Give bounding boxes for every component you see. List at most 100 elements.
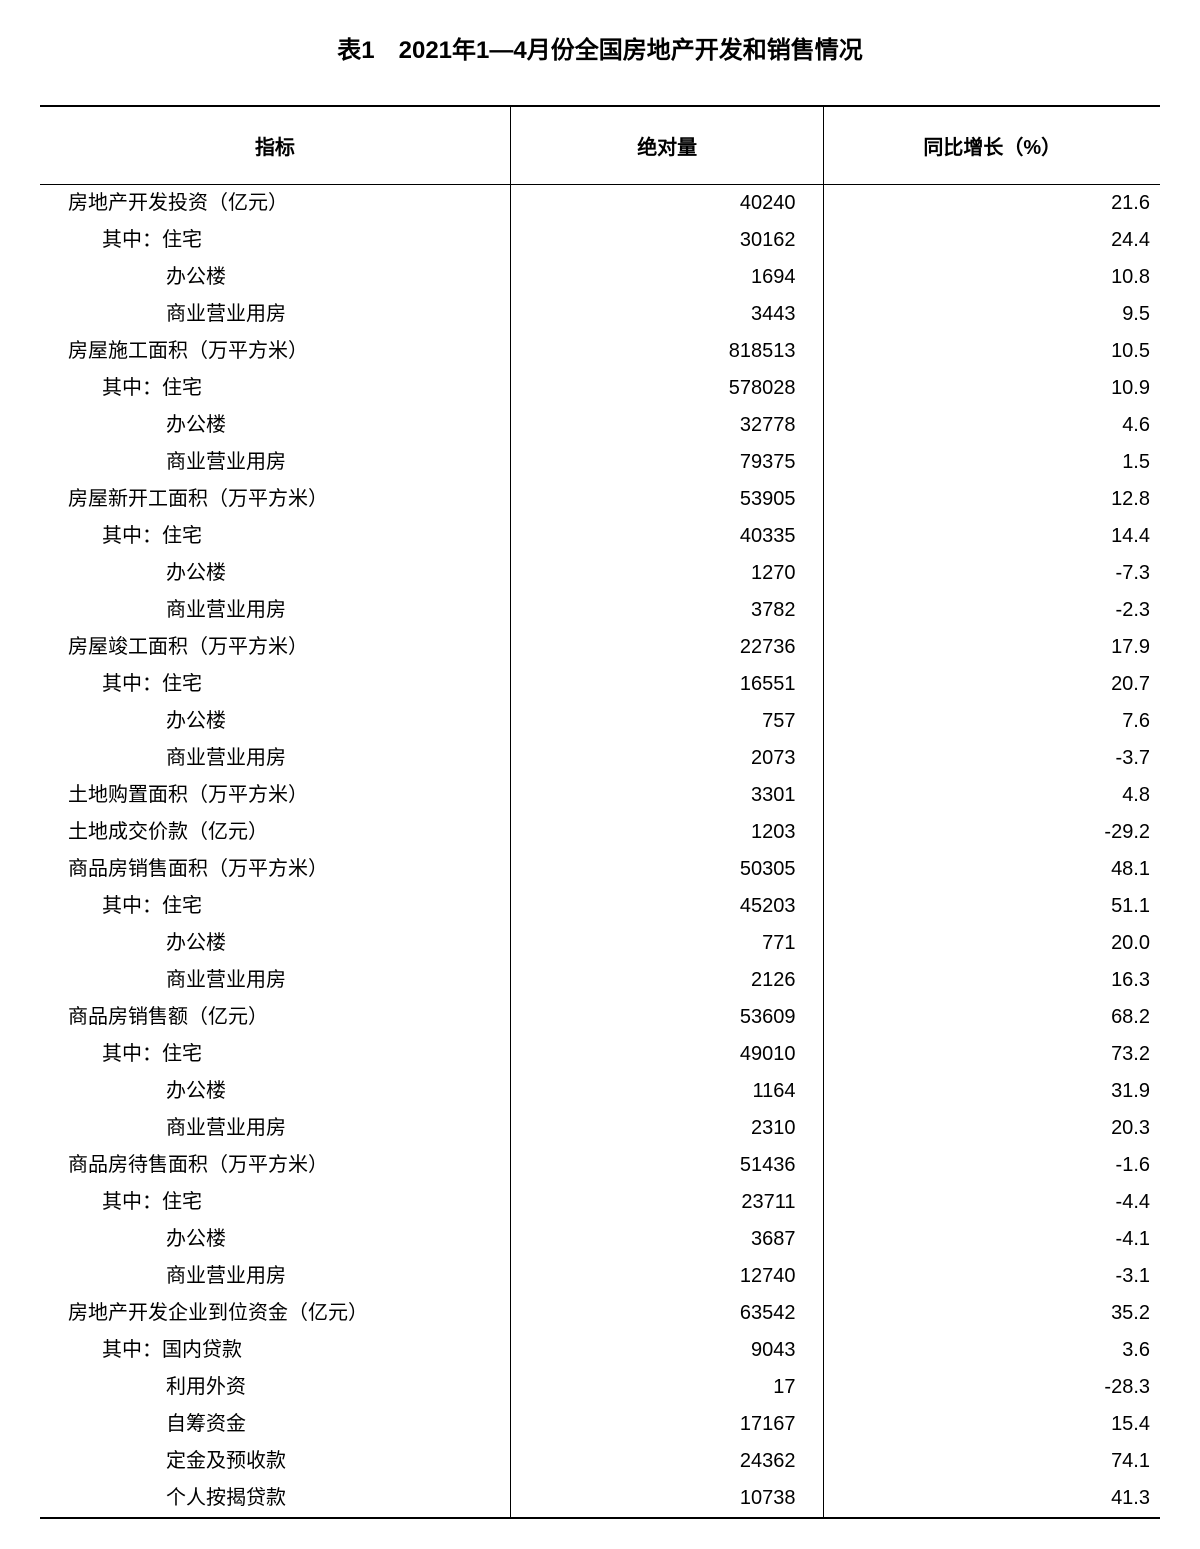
cell-indicator: 商业营业用房 — [40, 1258, 510, 1295]
table-row: 办公楼1270-7.3 — [40, 555, 1160, 592]
table-header-row: 指标 绝对量 同比增长（%） — [40, 106, 1160, 185]
cell-value: 1270 — [510, 555, 824, 592]
cell-growth: 10.8 — [824, 259, 1160, 296]
cell-growth: 10.9 — [824, 370, 1160, 407]
col-header-indicator: 指标 — [40, 106, 510, 185]
cell-indicator: 其中：住宅 — [40, 888, 510, 925]
table-row: 办公楼116431.9 — [40, 1073, 1160, 1110]
cell-indicator: 其中：住宅 — [40, 518, 510, 555]
cell-indicator: 商业营业用房 — [40, 1110, 510, 1147]
cell-growth: 68.2 — [824, 999, 1160, 1036]
table-title: 表1 2021年1—4月份全国房地产开发和销售情况 — [40, 30, 1160, 65]
cell-growth: 14.4 — [824, 518, 1160, 555]
table-row: 商业营业用房231020.3 — [40, 1110, 1160, 1147]
cell-indicator: 其中：住宅 — [40, 222, 510, 259]
cell-indicator: 利用外资 — [40, 1369, 510, 1406]
table-row: 土地购置面积（万平方米）33014.8 — [40, 777, 1160, 814]
table-row: 商业营业用房2073-3.7 — [40, 740, 1160, 777]
cell-growth: 3.6 — [824, 1332, 1160, 1369]
cell-value: 2126 — [510, 962, 824, 999]
cell-growth: 24.4 — [824, 222, 1160, 259]
cell-value: 50305 — [510, 851, 824, 888]
cell-indicator: 商品房待售面积（万平方米） — [40, 1147, 510, 1184]
cell-indicator: 土地购置面积（万平方米） — [40, 777, 510, 814]
cell-indicator: 办公楼 — [40, 259, 510, 296]
cell-indicator: 商业营业用房 — [40, 962, 510, 999]
table-row: 办公楼7577.6 — [40, 703, 1160, 740]
cell-indicator: 商业营业用房 — [40, 296, 510, 333]
cell-value: 2310 — [510, 1110, 824, 1147]
cell-value: 79375 — [510, 444, 824, 481]
table-row: 商品房待售面积（万平方米）51436-1.6 — [40, 1147, 1160, 1184]
cell-indicator: 办公楼 — [40, 1221, 510, 1258]
cell-growth: 21.6 — [824, 185, 1160, 223]
cell-growth: 31.9 — [824, 1073, 1160, 1110]
cell-growth: 73.2 — [824, 1036, 1160, 1073]
table-row: 其中：住宅57802810.9 — [40, 370, 1160, 407]
cell-indicator: 房屋新开工面积（万平方米） — [40, 481, 510, 518]
cell-indicator: 其中：住宅 — [40, 1184, 510, 1221]
table-row: 商品房销售面积（万平方米）5030548.1 — [40, 851, 1160, 888]
cell-value: 32778 — [510, 407, 824, 444]
table-row: 自筹资金1716715.4 — [40, 1406, 1160, 1443]
cell-growth: 74.1 — [824, 1443, 1160, 1480]
table-row: 商业营业用房12740-3.1 — [40, 1258, 1160, 1295]
cell-indicator: 土地成交价款（亿元） — [40, 814, 510, 851]
cell-growth: 7.6 — [824, 703, 1160, 740]
cell-indicator: 其中：国内贷款 — [40, 1332, 510, 1369]
cell-growth: -3.1 — [824, 1258, 1160, 1295]
table-row: 其中：住宅23711-4.4 — [40, 1184, 1160, 1221]
cell-value: 53905 — [510, 481, 824, 518]
cell-indicator: 个人按揭贷款 — [40, 1480, 510, 1518]
cell-value: 40240 — [510, 185, 824, 223]
cell-growth: 10.5 — [824, 333, 1160, 370]
table-row: 房屋施工面积（万平方米）81851310.5 — [40, 333, 1160, 370]
cell-indicator: 其中：住宅 — [40, 1036, 510, 1073]
cell-value: 771 — [510, 925, 824, 962]
cell-value: 3782 — [510, 592, 824, 629]
cell-value: 1164 — [510, 1073, 824, 1110]
table-row: 商品房销售额（亿元）5360968.2 — [40, 999, 1160, 1036]
cell-value: 12740 — [510, 1258, 824, 1295]
cell-value: 17 — [510, 1369, 824, 1406]
cell-value: 22736 — [510, 629, 824, 666]
cell-value: 3301 — [510, 777, 824, 814]
table-row: 房地产开发投资（亿元）4024021.6 — [40, 185, 1160, 223]
table-row: 商业营业用房793751.5 — [40, 444, 1160, 481]
cell-growth: -1.6 — [824, 1147, 1160, 1184]
cell-value: 1694 — [510, 259, 824, 296]
cell-value: 578028 — [510, 370, 824, 407]
cell-value: 3687 — [510, 1221, 824, 1258]
cell-indicator: 商业营业用房 — [40, 444, 510, 481]
cell-growth: 35.2 — [824, 1295, 1160, 1332]
cell-value: 10738 — [510, 1480, 824, 1518]
cell-growth: 12.8 — [824, 481, 1160, 518]
cell-indicator: 商业营业用房 — [40, 592, 510, 629]
cell-indicator: 商业营业用房 — [40, 740, 510, 777]
table-row: 办公楼3687-4.1 — [40, 1221, 1160, 1258]
cell-growth: 1.5 — [824, 444, 1160, 481]
cell-growth: 17.9 — [824, 629, 1160, 666]
cell-indicator: 房屋竣工面积（万平方米） — [40, 629, 510, 666]
cell-indicator: 办公楼 — [40, 407, 510, 444]
table-row: 其中：住宅4033514.4 — [40, 518, 1160, 555]
col-header-value: 绝对量 — [510, 106, 824, 185]
table-row: 其中：住宅3016224.4 — [40, 222, 1160, 259]
table-row: 房屋竣工面积（万平方米）2273617.9 — [40, 629, 1160, 666]
table-row: 其中：住宅1655120.7 — [40, 666, 1160, 703]
cell-value: 16551 — [510, 666, 824, 703]
cell-growth: 20.7 — [824, 666, 1160, 703]
cell-value: 51436 — [510, 1147, 824, 1184]
cell-growth: 9.5 — [824, 296, 1160, 333]
cell-growth: -2.3 — [824, 592, 1160, 629]
cell-value: 63542 — [510, 1295, 824, 1332]
cell-growth: -3.7 — [824, 740, 1160, 777]
cell-growth: 16.3 — [824, 962, 1160, 999]
col-header-growth: 同比增长（%） — [824, 106, 1160, 185]
cell-indicator: 办公楼 — [40, 555, 510, 592]
cell-value: 17167 — [510, 1406, 824, 1443]
cell-growth: 20.3 — [824, 1110, 1160, 1147]
cell-indicator: 办公楼 — [40, 1073, 510, 1110]
table-row: 商业营业用房212616.3 — [40, 962, 1160, 999]
cell-indicator: 房地产开发投资（亿元） — [40, 185, 510, 223]
